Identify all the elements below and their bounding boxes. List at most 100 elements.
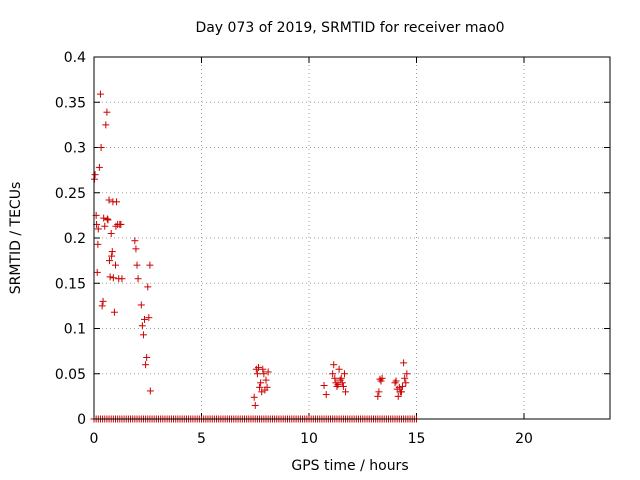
data-point <box>320 382 328 390</box>
data-point <box>109 274 117 282</box>
data-point <box>103 108 111 116</box>
data-point <box>342 388 350 396</box>
x-tick-label: 15 <box>408 431 426 447</box>
data-point <box>105 196 113 204</box>
x-tick-label: 0 <box>90 431 99 447</box>
data-point <box>113 198 121 206</box>
data-point <box>105 257 113 265</box>
data-point <box>334 381 342 389</box>
data-point <box>262 376 270 384</box>
y-tick-label: 0.25 <box>55 186 86 202</box>
data-point <box>134 275 142 283</box>
y-tick-label: 0.4 <box>64 50 86 66</box>
x-tick-label: 5 <box>197 431 206 447</box>
data-point <box>397 388 405 396</box>
data-point <box>144 283 152 291</box>
data-point <box>331 374 339 382</box>
data-point <box>141 315 149 323</box>
data-point <box>96 90 104 98</box>
x-axis-label: GPS time / hours <box>291 458 408 474</box>
y-tick-label: 0.2 <box>64 231 86 247</box>
data-point <box>100 214 108 222</box>
data-point <box>250 393 258 401</box>
data-point <box>337 374 345 382</box>
data-point <box>107 229 115 237</box>
data-point <box>95 163 103 171</box>
data-point <box>392 377 400 385</box>
data-point <box>133 261 141 269</box>
data-point <box>145 314 153 322</box>
data-point <box>132 245 140 253</box>
data-point <box>102 121 110 129</box>
data-point <box>335 365 343 373</box>
data-point <box>99 297 107 305</box>
data-point <box>98 302 106 310</box>
data-point <box>146 387 154 395</box>
data-point <box>340 370 348 378</box>
data-point <box>256 383 264 391</box>
data-point <box>103 215 111 223</box>
data-point <box>94 240 102 248</box>
y-tick-label: 0.05 <box>55 367 86 383</box>
data-point <box>401 374 409 382</box>
y-tick-label: 0.3 <box>64 141 86 157</box>
grid-lines <box>94 57 610 419</box>
data-point <box>137 301 145 309</box>
data-point <box>146 261 154 269</box>
data-point <box>251 401 259 409</box>
data-point <box>97 144 105 151</box>
data-point <box>108 248 116 256</box>
data-points <box>90 90 420 423</box>
data-point <box>264 368 272 376</box>
data-point <box>333 382 341 390</box>
x-tick-label: 10 <box>300 431 318 447</box>
y-tick-label: 0.35 <box>55 95 86 111</box>
data-point <box>391 379 399 387</box>
data-point <box>259 365 267 373</box>
data-point <box>131 237 139 245</box>
data-point <box>117 220 125 228</box>
data-point <box>254 363 262 371</box>
data-point <box>112 222 120 230</box>
data-point <box>258 388 266 396</box>
y-axis-label: SRMTID / TECUs <box>8 182 24 295</box>
data-point <box>139 331 147 339</box>
data-point <box>399 382 407 390</box>
y-axis-ticks: 0 0.05 0.1 0.15 0.2 0.25 0.3 0.35 0.4 <box>55 50 610 428</box>
data-point <box>339 382 347 390</box>
data-point <box>394 392 402 400</box>
data-point <box>403 370 411 378</box>
data-point <box>143 353 151 361</box>
data-point <box>263 383 271 391</box>
data-point <box>110 308 118 316</box>
data-point <box>374 392 382 400</box>
data-point <box>378 374 386 382</box>
y-tick-label: 0.15 <box>55 276 86 292</box>
data-point <box>260 370 268 378</box>
data-point <box>257 379 265 387</box>
data-point <box>375 388 383 396</box>
chart-title: Day 073 of 2019, SRMTID for receiver mao… <box>195 20 504 36</box>
data-point <box>101 222 109 230</box>
data-point <box>142 361 150 369</box>
x-axis-ticks: 0 5 10 15 20 <box>90 57 533 447</box>
data-point <box>138 322 146 330</box>
data-point <box>91 171 99 179</box>
x-tick-label: 20 <box>515 431 533 447</box>
data-point <box>106 273 114 281</box>
data-point <box>93 268 101 276</box>
data-point <box>395 383 403 391</box>
data-point <box>118 275 126 283</box>
data-point <box>402 379 410 387</box>
y-tick-label: 0.1 <box>64 322 86 338</box>
data-point <box>253 370 261 378</box>
data-point <box>104 216 112 224</box>
data-point <box>94 225 102 233</box>
data-point <box>330 361 338 369</box>
data-point <box>112 261 119 269</box>
plot-frame <box>93 56 611 420</box>
data-point <box>400 359 408 367</box>
data-point <box>322 391 330 399</box>
data-point <box>329 370 337 378</box>
